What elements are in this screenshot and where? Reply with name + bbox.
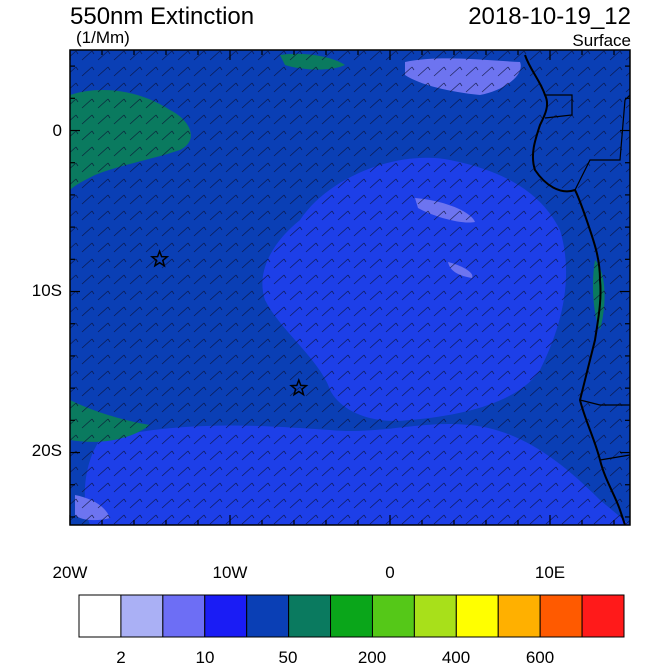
colorbar-swatch	[539, 594, 583, 638]
axis-ticks	[69, 50, 630, 525]
datetime-label: 2018-10-19_12	[468, 3, 631, 30]
colorbar	[78, 594, 625, 638]
x-tick-label: 0	[385, 563, 394, 582]
colorbar-label: 2	[116, 648, 125, 667]
colorbar-label: 200	[358, 648, 386, 667]
colorbar-labels: 2 10 50 200 400 600	[116, 648, 554, 667]
colorbar-swatch	[204, 594, 248, 638]
colorbar-label: 400	[442, 648, 470, 667]
x-tick-label: 10E	[535, 563, 565, 582]
wind-vectors	[70, 50, 630, 525]
colorbar-swatch	[371, 594, 415, 638]
colorbar-swatch	[120, 594, 164, 638]
star-marker	[149, 249, 170, 268]
coastline	[524, 54, 626, 525]
map-title: 550nm Extinction	[70, 3, 255, 30]
x-tick-label: 20W	[53, 563, 88, 582]
colorbar-swatch	[413, 594, 457, 638]
colorbar-swatch	[581, 594, 625, 638]
colorbar-swatch	[455, 594, 499, 638]
colorbar-swatch	[288, 594, 332, 638]
colorbar-label: 50	[279, 648, 298, 667]
colorbar-swatch	[162, 594, 206, 638]
extinction-field	[70, 50, 630, 525]
colorbar-swatch	[330, 594, 373, 638]
y-tick-label: 0	[53, 121, 62, 140]
x-tick-label: 10W	[213, 563, 248, 582]
colorbar-label: 10	[196, 648, 215, 667]
colorbar-swatch	[246, 594, 290, 638]
units-label: (1/Mm)	[76, 28, 130, 47]
colorbar-swatch	[78, 594, 122, 638]
map-frame	[69, 49, 631, 526]
border-line-1	[544, 94, 630, 461]
colorbar-label: 600	[526, 648, 554, 667]
y-tick-label: 10S	[32, 281, 62, 300]
star-marker	[289, 377, 309, 397]
level-label: Surface	[572, 31, 631, 50]
y-tick-label: 20S	[32, 441, 62, 460]
colorbar-swatch	[497, 594, 541, 638]
